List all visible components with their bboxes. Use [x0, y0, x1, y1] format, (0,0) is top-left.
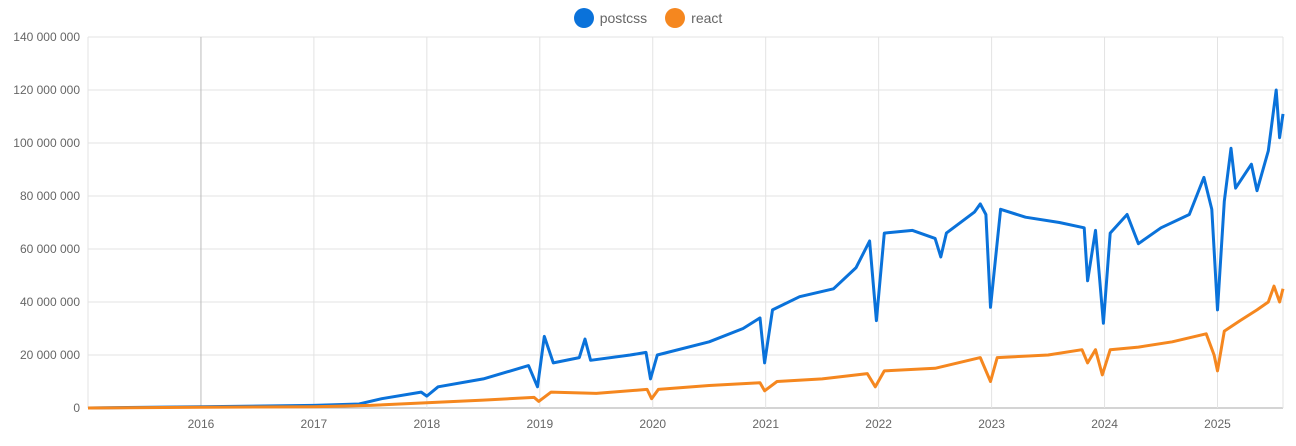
- y-tick-label: 120 000 000: [13, 83, 80, 97]
- legend: postcss react: [0, 8, 1296, 28]
- x-tick-label: 2016: [188, 417, 215, 431]
- legend-label: postcss: [599, 10, 648, 26]
- x-tick-label: 2017: [301, 417, 328, 431]
- y-tick-label: 60 000 000: [20, 242, 80, 256]
- series-line-react: [87, 284, 1285, 410]
- y-tick-label: 80 000 000: [20, 189, 80, 203]
- postcss-swatch-icon: [573, 8, 594, 28]
- legend-item-react[interactable]: react: [665, 8, 722, 28]
- x-tick-label: 2018: [413, 417, 440, 431]
- legend-item-postcss[interactable]: postcss: [573, 8, 648, 28]
- x-tick-label: 2021: [752, 417, 779, 431]
- x-tick-label: 2024: [1091, 417, 1118, 431]
- x-tick-label: 2022: [865, 417, 892, 431]
- y-tick-label: 0: [73, 401, 80, 415]
- series-line-postcss: [87, 88, 1285, 410]
- legend-label: react: [691, 10, 723, 26]
- y-tick-label: 40 000 000: [20, 295, 80, 309]
- x-tick-label: 2025: [1204, 417, 1231, 431]
- x-tick-label: 2023: [978, 417, 1005, 431]
- y-tick-label: 100 000 000: [13, 136, 80, 150]
- x-tick-label: 2019: [526, 417, 553, 431]
- y-tick-label: 20 000 000: [20, 348, 80, 362]
- react-swatch-icon: [665, 8, 686, 28]
- x-tick-label: 2020: [639, 417, 666, 431]
- y-tick-label: 140 000 000: [13, 30, 80, 44]
